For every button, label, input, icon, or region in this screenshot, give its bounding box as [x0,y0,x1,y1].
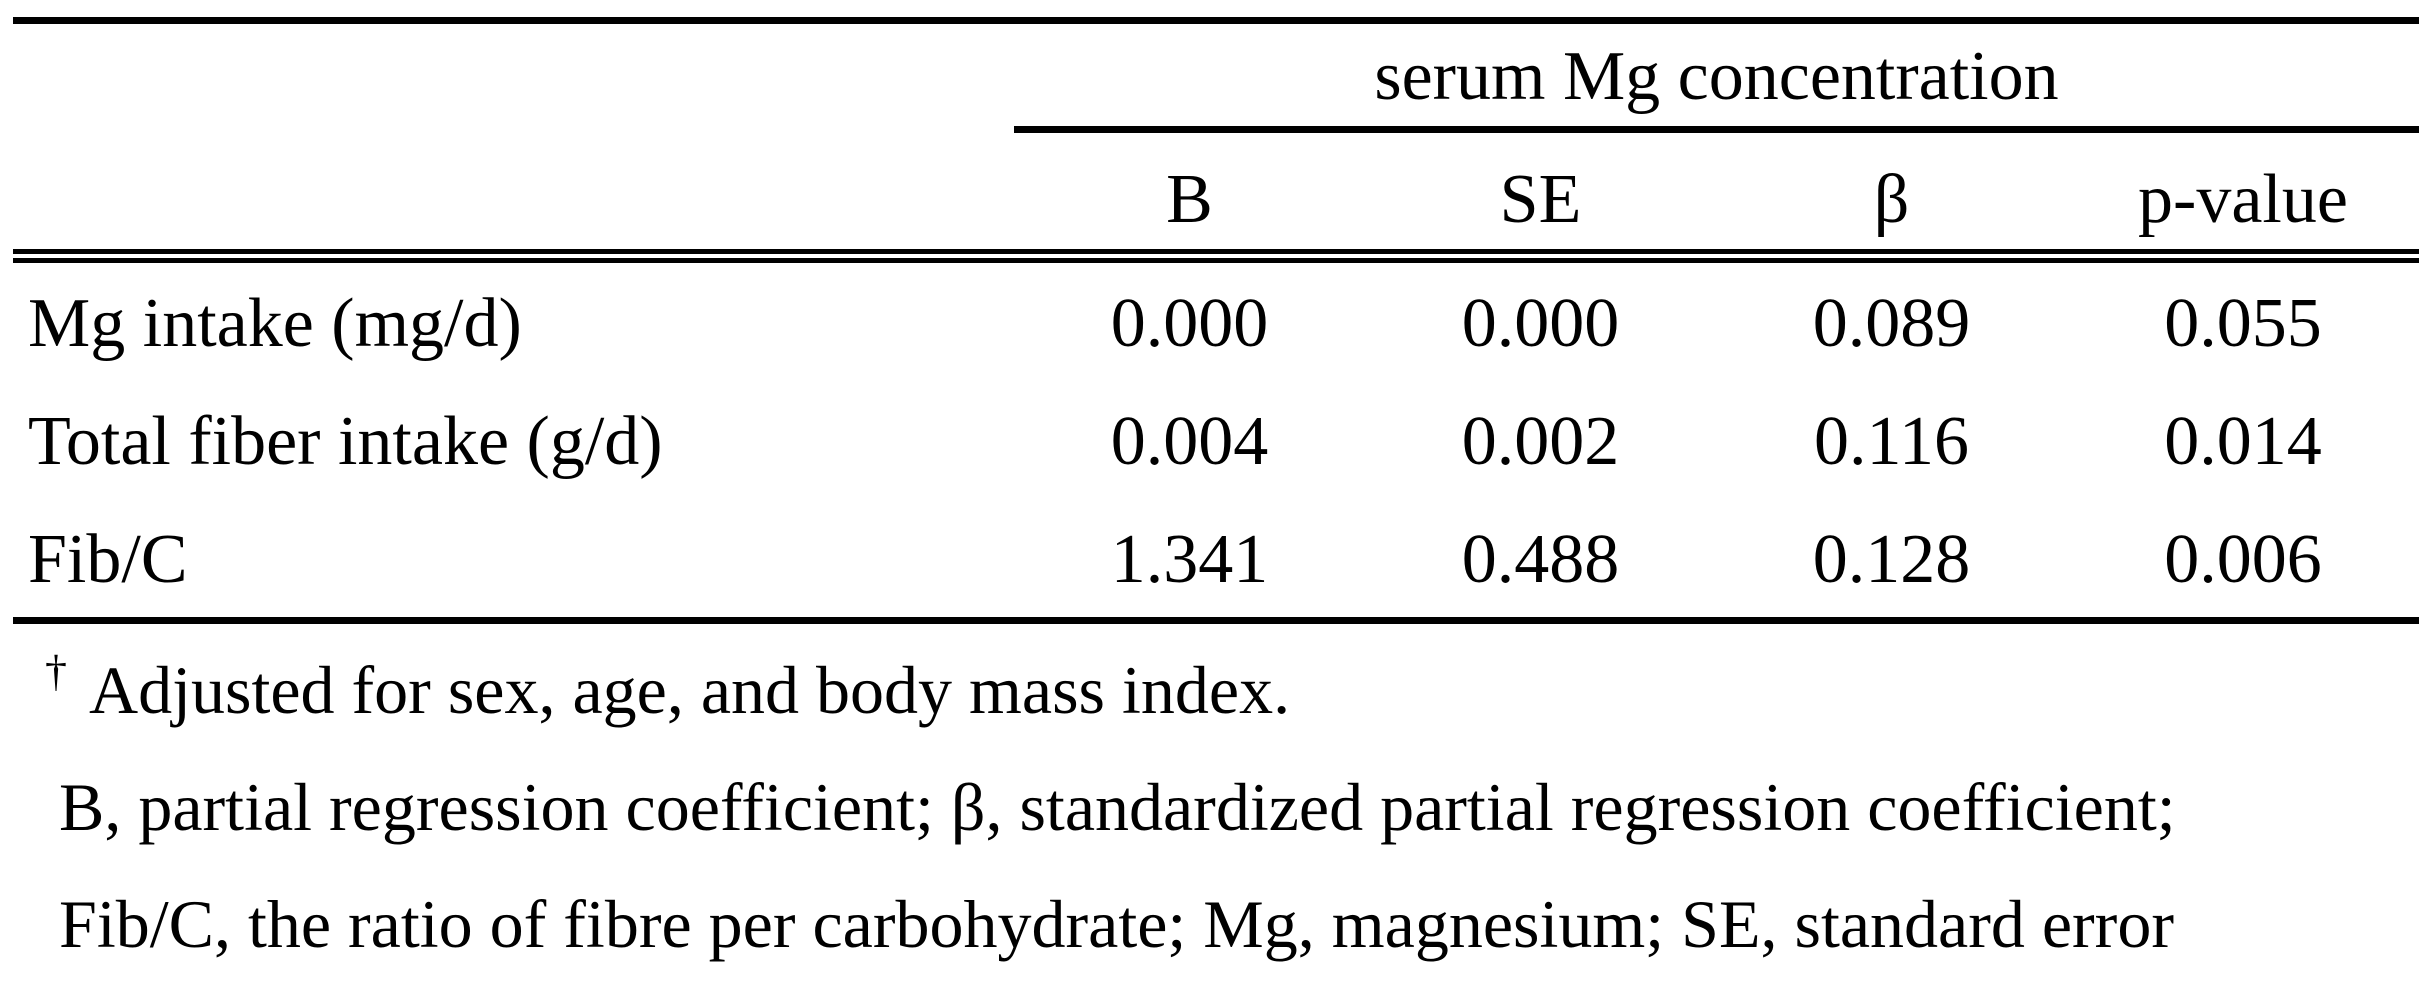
footnote-adjustment: † Adjusted for sex, age, and body mass i… [43,632,2419,749]
column-header-b: B [1166,161,1213,238]
column-header-empty [13,133,1014,249]
cell-b: 1.341 [1110,521,1269,598]
header-double-rule [13,249,2419,263]
cell-b: 0.004 [1110,403,1269,480]
column-header-se: SE [1499,161,1582,238]
cell-b: 0.000 [1110,285,1269,362]
cell-pvalue: 0.055 [2164,285,2322,362]
column-header-beta: β [1873,161,1910,238]
spanner-header: serum Mg concentration [1014,24,2419,133]
row-label: Mg intake (mg/d) [28,285,522,362]
cell-pvalue: 0.006 [2164,521,2322,598]
regression-table: serum Mg concentration B SE β p-value Mg… [13,17,2419,983]
cell-se: 0.488 [1461,521,1620,598]
column-header-pvalue: p-value [2138,161,2348,238]
footnote-abbreviations-1: B, partial regression coefficient; β, st… [59,769,2176,845]
footnote-adjustment-text: Adjusted for sex, age, and body mass ind… [89,652,1291,728]
table-row-total-fiber-intake: Total fiber intake (g/d) 0.004 0.002 0.1… [13,381,2419,499]
footnote-abbreviations-2: Fib/C, the ratio of fibre per carbohydra… [59,886,2174,962]
cell-beta: 0.089 [1812,285,1971,362]
spanner-header-row: serum Mg concentration [13,24,2419,133]
dagger-icon: † [45,647,67,696]
table-row-mg-intake: Mg intake (mg/d) 0.000 0.000 0.089 0.055 [13,263,2419,381]
column-header-row: B SE β p-value [13,133,2419,249]
cell-beta: 0.116 [1814,403,1969,480]
spanner-empty-cell [13,24,1014,133]
table-row-fib-c: Fib/C 1.341 0.488 0.128 0.006 [13,499,2419,617]
cell-se: 0.000 [1461,285,1620,362]
table-bottom-rule [13,617,2419,624]
row-label: Fib/C [28,521,188,598]
cell-beta: 0.128 [1812,521,1971,598]
cell-pvalue: 0.014 [2164,403,2322,480]
table-footnotes: † Adjusted for sex, age, and body mass i… [13,624,2419,983]
table-top-rule [13,17,2419,24]
cell-se: 0.002 [1461,403,1620,480]
row-label: Total fiber intake (g/d) [28,403,663,480]
